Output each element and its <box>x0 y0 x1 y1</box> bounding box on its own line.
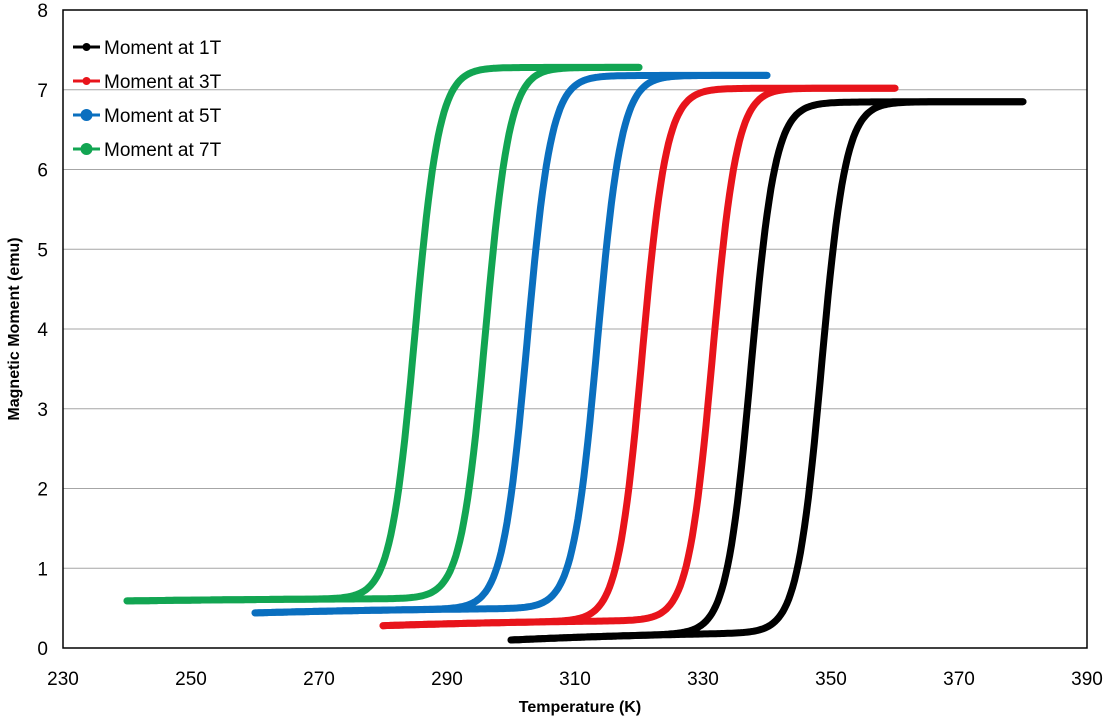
x-tick-label: 370 <box>943 669 975 690</box>
x-tick-label: 250 <box>175 669 207 690</box>
legend-marker <box>80 109 93 121</box>
y-tick-label: 6 <box>37 161 48 182</box>
y-tick-label: 4 <box>37 320 48 341</box>
series-4 <box>123 63 643 605</box>
legend-label: Moment at 7T <box>104 140 222 161</box>
legend-label: Moment at 1T <box>104 38 222 59</box>
x-tick-label: 230 <box>47 669 79 690</box>
legend-marker <box>82 43 91 51</box>
x-tick-label: 390 <box>1071 669 1103 690</box>
x-tick-label: 350 <box>815 669 847 690</box>
x-tick-labels: 230 250 270 290 310 330 350 370 390 <box>47 669 1103 690</box>
y-tick-label: 0 <box>37 639 48 660</box>
legend-marker <box>82 77 91 85</box>
y-tick-labels: 0 1 2 3 4 5 6 7 8 <box>37 1 48 660</box>
series-line-cooling <box>507 98 1027 644</box>
legend-marker <box>80 143 93 155</box>
y-tick-label: 5 <box>37 240 48 261</box>
plot-area-frame <box>62 9 1088 649</box>
y-tick-label: 3 <box>37 400 48 421</box>
x-axis-title: Temperature (K) <box>519 699 641 716</box>
y-axis-title: Magnetic Moment (emu) <box>6 237 23 420</box>
series-1 <box>507 98 1027 644</box>
legend: Moment at 1T Moment at 3T Moment at 5T Mome… <box>73 38 222 161</box>
legend-label: Moment at 5T <box>104 106 222 127</box>
y-tick-label: 1 <box>37 559 48 580</box>
x-tick-label: 310 <box>559 669 591 690</box>
y-tick-label: 2 <box>37 480 48 501</box>
x-tick-label: 330 <box>687 669 719 690</box>
y-tick-label: 8 <box>37 1 48 22</box>
x-tick-label: 290 <box>431 669 463 690</box>
x-tick-label: 270 <box>303 669 335 690</box>
legend-label: Moment at 3T <box>104 72 222 93</box>
series-line-cooling <box>251 71 771 617</box>
series-2 <box>379 84 899 630</box>
series-line-cooling <box>379 84 899 630</box>
series-line-cooling <box>123 63 643 605</box>
plot-series <box>123 63 1027 644</box>
y-tick-label: 7 <box>37 81 48 102</box>
series-3 <box>251 71 771 617</box>
grid-lines <box>63 89 1087 569</box>
